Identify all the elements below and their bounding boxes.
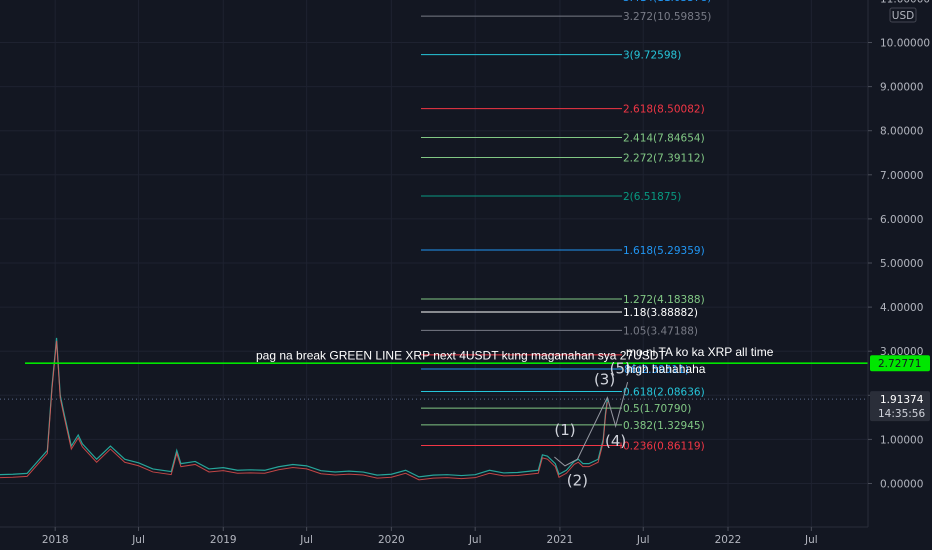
fib-level-label: 3(9.72598) [623, 50, 681, 62]
horizontal-line-tag-label: 2.72771 [878, 358, 921, 370]
price-tick-label: 7.00000 [880, 170, 923, 182]
price-tick-label: 4.00000 [880, 302, 923, 314]
price-tick-label: 10.00000 [880, 38, 930, 50]
annotation-text: high hahahaha [626, 362, 706, 376]
grid [0, 0, 868, 527]
fib-level-label: 0.5(1.70790) [623, 403, 691, 415]
last-price-tag[interactable] [870, 391, 930, 422]
time-tick-label: 2018 [42, 534, 69, 546]
time-tick-label: Jul [299, 534, 313, 546]
annotations[interactable]: pag na break GREEN LINE XRP next 4USDT k… [256, 345, 774, 376]
fib-level-label: 1.618(5.29359) [623, 245, 705, 257]
horizontal-line-tag[interactable] [870, 355, 930, 372]
price-line [0, 337, 608, 478]
fib-level-label: 2.618(8.50082) [623, 104, 705, 116]
currency-label: USD [892, 10, 914, 22]
time-tick-label: 2022 [715, 534, 742, 546]
elliott-wave[interactable]: (1) (2) (3) (4) (5) [554, 359, 631, 490]
annotation-text: mo ni TA ko ka XRP all time [626, 345, 774, 359]
wave-label: (5) [610, 359, 631, 377]
price-tick-label: 8.00000 [880, 126, 923, 138]
fib-level-label: 3.272(10.59835) [623, 11, 711, 23]
fib-level-label: 1.05(3.47188) [623, 325, 698, 337]
price-tick-label: 9.00000 [880, 82, 923, 94]
time-axis-bg [0, 527, 868, 550]
countdown-label: 14:35:56 [878, 408, 925, 420]
price-tick-label: 11.00000 [880, 0, 930, 5]
fib-level-label: 86(2.59511) [624, 364, 689, 376]
time-tick-label: Jul [636, 534, 650, 546]
last-price-label: 1.91374 [880, 394, 924, 406]
price-series [0, 337, 608, 481]
wave-label: (1) [554, 421, 575, 439]
fib-level-label: 0.236(0.86119) [623, 441, 705, 453]
fib-level-label: 3.414(11.03378) [623, 0, 711, 4]
time-tick-label: Jul [131, 534, 145, 546]
wave-label: (2) [567, 472, 588, 490]
fib-level-label: 2.272(7.39112) [623, 153, 705, 165]
price-line-low [0, 340, 608, 481]
price-tick-label: 5.00000 [880, 258, 923, 270]
fib-extension[interactable]: 3.414(11.03378) 3.272(10.59835) 3(9.72598)… [421, 0, 711, 453]
fib-level-label: 2(6.51875) [623, 191, 681, 203]
wave-label: (3) [594, 370, 615, 388]
annotation-text: pag na break GREEN LINE XRP next 4USDT k… [256, 349, 666, 363]
wave-path [554, 381, 629, 467]
time-tick-label: 2019 [210, 534, 237, 546]
fib-level-label: 0.382(1.32945) [623, 420, 705, 432]
fib-level-label: 2.414(7.84654) [623, 132, 705, 144]
price-tick-label: 6.00000 [880, 214, 923, 226]
price-tick-label: 1.00000 [880, 434, 923, 446]
fib-level-label: 1.18(3.88882) [623, 307, 698, 319]
time-tick-label: 2021 [547, 534, 574, 546]
time-tick-label: Jul [804, 534, 818, 546]
time-axis[interactable]: 2018 Jul 2019 Jul 2020 Jul 2021 Jul 2022 Jul [0, 526, 868, 550]
price-tick-label: 3.00000 [880, 346, 923, 358]
fib-level-label: 1.272(4.18388) [623, 294, 705, 306]
price-axis-bg [868, 0, 932, 550]
price-tick-label: 0.00000 [880, 479, 923, 491]
time-tick-label: Jul [468, 534, 482, 546]
fib-level-label: 0.618(2.08636) [623, 386, 705, 398]
wave-label: (4) [605, 432, 626, 450]
time-tick-label: 2020 [378, 534, 405, 546]
currency-badge[interactable] [889, 7, 917, 23]
